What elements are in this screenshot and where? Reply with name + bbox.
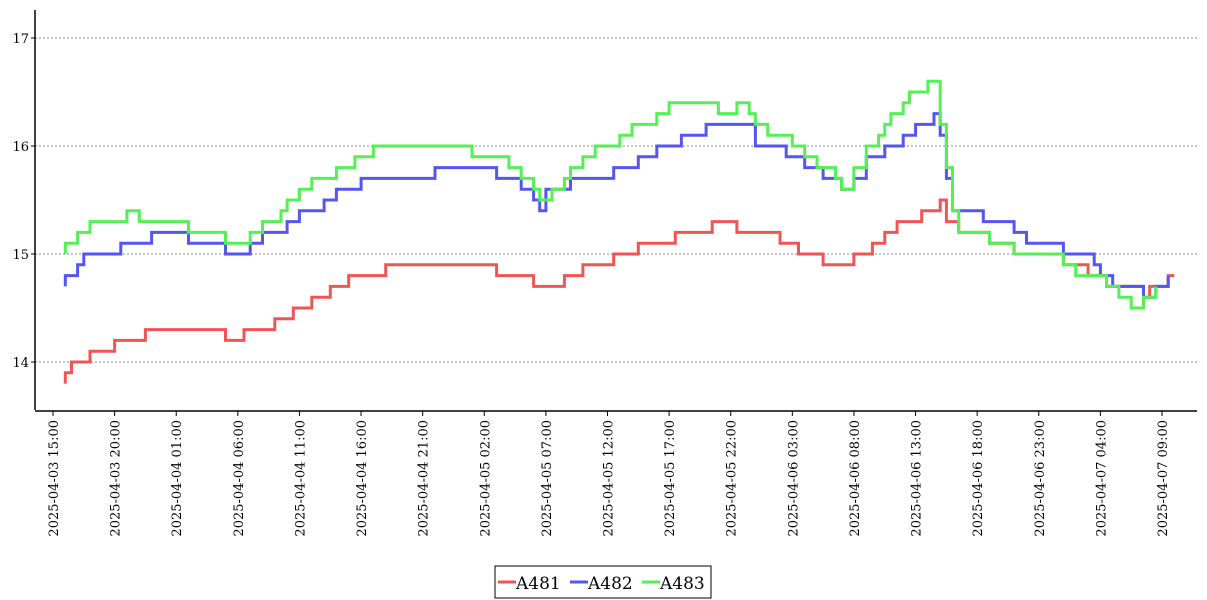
legend-label-a483: A483 [659,574,705,594]
x-tick-label: 2025-04-07 04:00 [1094,420,1109,537]
y-tick-label: 14 [12,356,29,371]
x-tick-label: 2025-04-06 03:00 [786,420,801,537]
series-line-a483 [63,79,1158,310]
series-lines [63,79,1175,384]
x-tick-label: 2025-04-03 15:00 [47,420,62,537]
grid-lines [35,37,1197,363]
x-tick-labels: 2025-04-03 15:00 2025-04-03 20:00 2025-04-… [47,411,1171,537]
x-tick-label: 2025-04-07 09:00 [1156,420,1171,537]
series-line-a481 [63,198,1175,384]
legend-box [494,565,712,599]
legend-label-a482: A482 [587,574,633,594]
x-tick-label: 2025-04-06 08:00 [848,420,863,537]
x-tick-label: 2025-04-03 20:00 [109,420,124,537]
x-tick-label: 2025-04-05 07:00 [540,420,555,537]
axes [34,10,1197,412]
x-tick-label: 2025-04-04 01:00 [170,420,185,537]
x-tick-label: 2025-04-06 18:00 [971,420,986,537]
series-line-a482 [63,112,1170,299]
x-tick-label: 2025-04-05 22:00 [725,420,740,537]
x-tick-label: 2025-04-04 11:00 [293,420,308,537]
y-tick-labels: 14 15 16 17 [12,32,35,371]
legend: A481 A482 A483 [494,565,712,599]
x-tick-label: 2025-04-05 17:00 [663,420,678,537]
x-tick-label: 2025-04-04 06:00 [232,420,247,537]
x-tick-label: 2025-04-05 02:00 [478,420,493,537]
x-tick-label: 2025-04-04 21:00 [417,420,432,537]
x-tick-label: 2025-04-04 16:00 [355,420,370,537]
y-tick-label: 15 [12,248,29,263]
y-tick-label: 16 [12,140,29,155]
x-tick-label: 2025-04-06 13:00 [910,420,925,537]
legend-label-a481: A481 [515,574,561,594]
x-tick-label: 2025-04-05 12:00 [602,420,617,537]
y-tick-label: 17 [12,32,29,47]
x-tick-label: 2025-04-06 23:00 [1033,420,1048,537]
